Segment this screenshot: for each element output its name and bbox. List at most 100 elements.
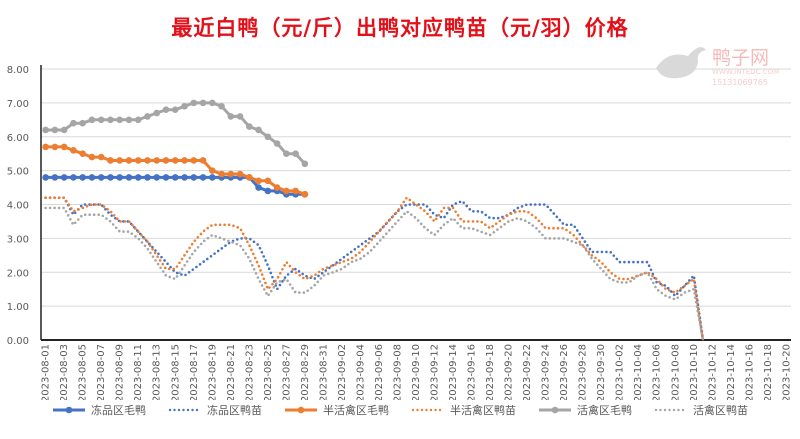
data-point	[134, 157, 142, 164]
x-tick-label: 2023-08-05	[78, 344, 89, 400]
chart-legend: 冻品区毛鸭 冻品区鸭苗 半活禽区毛鸭 半活禽区鸭苗 活禽区毛鸭 活禽区鸭苗	[0, 402, 800, 418]
data-point	[190, 174, 198, 181]
data-point	[144, 157, 151, 164]
data-point	[190, 157, 198, 164]
x-tick-label: 2023-08-01	[41, 344, 52, 400]
data-point	[144, 113, 151, 120]
data-point	[153, 109, 161, 117]
data-point	[218, 102, 225, 110]
x-tick-label: 2023-08-17	[189, 344, 200, 400]
legend-item: 冻品区毛鸭	[52, 402, 146, 418]
legend-swatch-icon	[168, 404, 202, 417]
x-tick-label: 2023-09-24	[541, 344, 552, 400]
x-tick-label: 2023-08-19	[207, 344, 218, 400]
data-point	[134, 116, 142, 124]
data-point	[273, 140, 281, 147]
data-point	[79, 174, 86, 181]
x-tick-label: 2023-08-07	[96, 344, 107, 400]
data-point	[116, 174, 124, 181]
legend-item: 半活禽区鸭苗	[411, 402, 516, 418]
series-line-5	[44, 206, 705, 342]
x-tick-label: 2023-10-12	[707, 344, 718, 400]
data-point	[153, 174, 161, 181]
data-point	[199, 174, 207, 181]
data-point	[97, 174, 105, 181]
x-tick-label: 2023-09-04	[355, 344, 366, 400]
legend-item: 活禽区毛鸭	[538, 402, 632, 418]
data-point	[283, 187, 290, 195]
legend-label: 半活禽区毛鸭	[323, 404, 389, 417]
data-point	[134, 174, 142, 181]
data-point	[236, 170, 244, 178]
chart-title: 最近白鸭（元/斤）出鸭对应鸭苗（元/羽）价格	[171, 16, 629, 40]
legend-item: 半活禽区毛鸭	[284, 402, 389, 418]
x-tick-label: 2023-08-21	[226, 344, 237, 400]
data-point	[97, 116, 105, 124]
watermark-name: 鸭子网	[712, 47, 769, 69]
data-point	[181, 102, 188, 110]
data-point	[171, 174, 179, 181]
data-point	[144, 174, 151, 181]
data-point	[88, 174, 96, 181]
data-point	[301, 160, 309, 168]
x-tick-label: 2023-08-03	[59, 344, 70, 400]
data-point	[264, 177, 272, 185]
watermark-phone: 15131069765	[712, 78, 768, 87]
x-tick-label: 2023-10-10	[689, 344, 700, 400]
watermark-url: WWW.INTEDC.COM	[712, 68, 779, 76]
y-tick-label: 1.00	[7, 302, 29, 313]
data-point	[79, 119, 86, 127]
x-tick-label: 2023-09-20	[504, 344, 515, 400]
data-point	[79, 150, 86, 157]
legend-item: 活禽区鸭苗	[654, 402, 748, 418]
x-tick-label: 2023-09-02	[337, 344, 348, 400]
x-tick-label: 2023-08-15	[170, 344, 181, 400]
y-tick-label: 6.00	[7, 133, 29, 144]
x-tick-label: 2023-09-26	[559, 344, 570, 400]
series-line-1	[44, 196, 705, 342]
data-point	[255, 184, 262, 191]
x-tick-label: 2023-10-06	[652, 344, 663, 400]
x-tick-label: 2023-09-16	[467, 344, 478, 400]
data-point	[51, 143, 59, 151]
x-tick-label: 2023-10-04	[633, 344, 644, 400]
data-point	[246, 123, 253, 130]
x-tick-label: 2023-10-14	[726, 344, 737, 400]
data-point	[246, 174, 253, 181]
x-tick-label: 2023-08-13	[152, 344, 163, 400]
data-point	[107, 157, 114, 164]
y-tick-label: 8.00	[7, 65, 29, 76]
data-point	[153, 157, 161, 164]
y-tick-label: 0.00	[7, 336, 29, 347]
data-point	[199, 99, 207, 107]
data-point	[171, 106, 179, 113]
data-point	[264, 187, 272, 195]
y-tick-label: 3.00	[7, 234, 29, 245]
data-point	[292, 150, 299, 157]
legend-swatch-icon	[52, 404, 86, 417]
legend-label: 半活禽区鸭苗	[450, 404, 516, 417]
legend-item: 冻品区鸭苗	[168, 402, 262, 418]
data-point	[125, 116, 133, 124]
data-point	[116, 157, 124, 164]
x-tick-label: 2023-09-30	[596, 344, 607, 400]
x-tick-label: 2023-09-06	[374, 344, 385, 400]
x-tick-label: 2023-08-29	[300, 344, 311, 400]
legend-swatch-icon	[411, 404, 445, 417]
x-tick-label: 2023-10-02	[615, 344, 626, 400]
x-tick-label: 2023-09-12	[430, 344, 441, 400]
data-point	[273, 184, 281, 191]
data-point	[227, 170, 235, 178]
data-point	[51, 174, 59, 181]
line-chart: 0.00 1.00 2.00 3.00 4.00 5.00 6.00 7.00 8.00 2023…	[7, 65, 792, 400]
x-tick-label: 2023-09-22	[522, 344, 533, 400]
data-point	[227, 113, 235, 120]
data-point	[125, 157, 133, 164]
data-point	[51, 126, 59, 134]
x-tick-label: 2023-08-25	[263, 344, 274, 400]
x-tick-label: 2023-08-31	[318, 344, 329, 400]
data-point	[199, 157, 207, 164]
y-tick-label: 4.00	[7, 201, 29, 212]
data-point	[264, 133, 272, 141]
y-tick-label: 5.00	[7, 167, 29, 178]
